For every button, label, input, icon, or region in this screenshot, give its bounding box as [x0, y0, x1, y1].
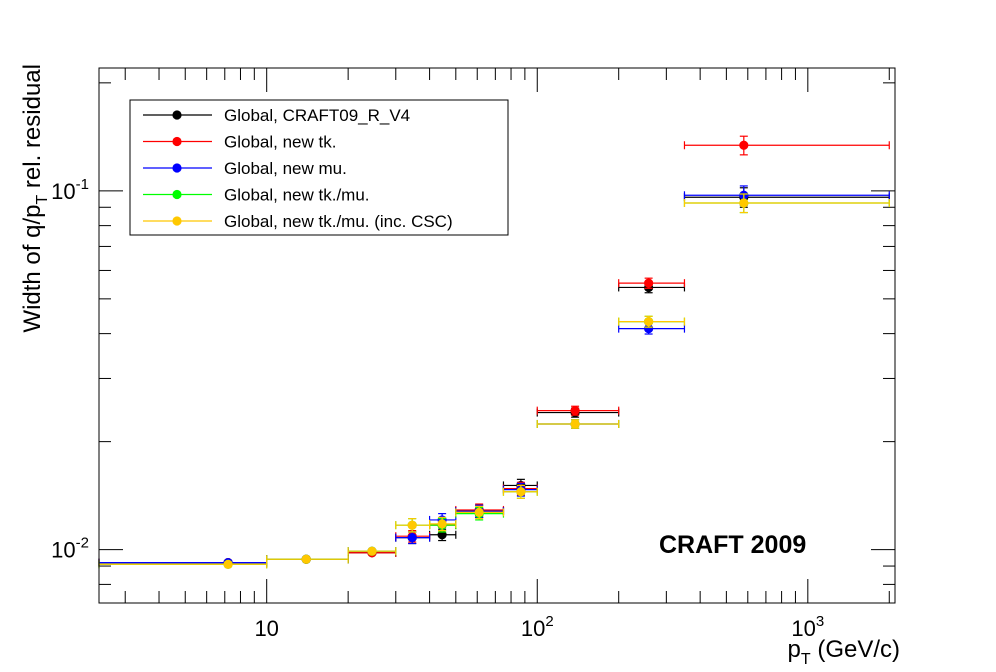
series-5: [98, 193, 890, 569]
data-marker: [644, 324, 654, 334]
y-axis-title-pre: Width of q/p: [19, 205, 46, 333]
y-tick-label: 10-2: [51, 535, 89, 563]
craft-2009-annotation: CRAFT 2009: [659, 531, 806, 559]
data-marker: [301, 554, 311, 564]
x-tick-label: 10: [254, 616, 278, 641]
data-marker: [437, 519, 447, 529]
legend-label: Global, new mu.: [224, 159, 347, 178]
data-marker: [474, 507, 484, 517]
x-axis-title-sub: T: [801, 651, 811, 668]
y-axis-title-sub: T: [34, 195, 51, 205]
data-point: [347, 546, 397, 556]
data-marker: [223, 559, 233, 569]
y-axis-title: Width of q/pT rel. residual: [19, 64, 51, 333]
legend-entry: Global, new tk.: [143, 133, 336, 152]
legend-entry: Global, new tk./mu.: [143, 186, 370, 205]
axis-ticks: [99, 68, 895, 603]
y-axis-title-post: rel. residual: [19, 64, 46, 195]
data-marker: [367, 546, 377, 556]
legend-entry: Global, CRAFT09_R_V4: [143, 106, 410, 125]
data-series: [98, 135, 890, 569]
legend-entry: Global, new tk./mu. (inc. CSC): [143, 212, 453, 231]
data-marker: [570, 406, 580, 416]
x-axis-title: pT (GeV/c): [788, 636, 900, 668]
data-point: [683, 135, 890, 156]
data-point: [536, 419, 620, 429]
data-point: [266, 554, 349, 564]
x-tick-label: 103: [791, 613, 824, 641]
legend-marker: [172, 136, 182, 147]
data-marker: [407, 533, 417, 543]
data-marker: [407, 520, 417, 530]
legend-marker: [172, 163, 182, 173]
x-tick-label: 102: [521, 613, 554, 641]
plot-frame: [98, 67, 896, 604]
data-point: [618, 277, 686, 289]
data-marker: [644, 278, 654, 288]
data-marker: [570, 419, 580, 429]
legend-marker: [172, 189, 182, 200]
data-point: [455, 505, 505, 520]
legend-entry: Global, new mu.: [143, 159, 347, 178]
legend-marker: [172, 216, 182, 226]
x-axis-title-main: p: [788, 636, 801, 663]
legend: Global, CRAFT09_R_V4 Global, new tk. Globa…: [129, 99, 509, 236]
data-point: [428, 516, 457, 532]
y-tick-label: 10-1: [51, 176, 89, 204]
legend-label: Global, new tk.: [224, 133, 336, 152]
legend-label: Global, CRAFT09_R_V4: [224, 106, 410, 125]
data-marker: [516, 487, 526, 497]
data-point: [618, 315, 686, 328]
data-marker: [739, 140, 749, 150]
x-tick-labels: 10 102 103: [254, 613, 824, 641]
data-point: [502, 484, 538, 499]
x-axis-title-rest: (GeV/c): [811, 636, 900, 663]
data-marker: [739, 198, 749, 208]
legend-label: Global, new tk./mu.: [224, 186, 370, 205]
data-point: [683, 193, 890, 214]
legend-label: Global, new tk./mu. (inc. CSC): [224, 212, 453, 231]
data-point: [536, 405, 620, 416]
legend-marker: [172, 110, 182, 120]
data-marker: [644, 317, 654, 327]
y-tick-labels: 10-2 10-1: [51, 176, 89, 563]
